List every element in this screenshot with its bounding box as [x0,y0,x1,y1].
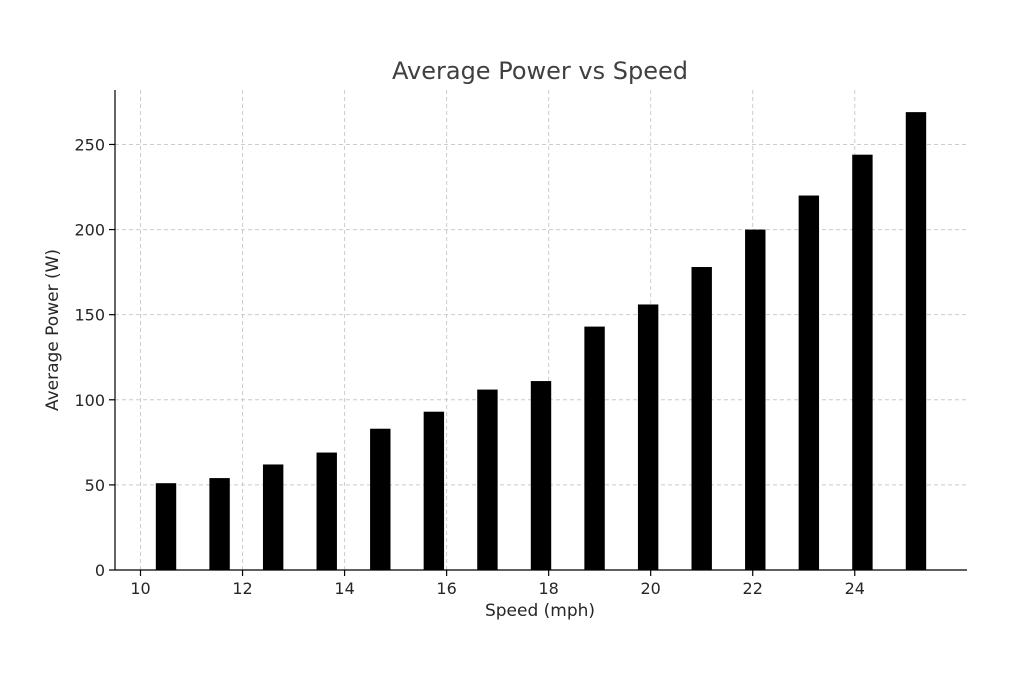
axes [114,90,967,571]
y-tick-label: 50 [85,476,105,495]
x-tick-label: 20 [641,579,661,598]
x-tick-label: 22 [743,579,763,598]
bar-7 [530,381,552,570]
bar-13 [852,154,873,570]
x-tick-label: 14 [334,579,354,598]
bar-10 [691,267,712,570]
bar-4 [370,428,391,570]
bar-8 [584,326,605,570]
chart-title: Average Power vs Speed [392,57,688,85]
bar-5 [423,411,445,570]
x-axis-label: Speed (mph) [485,601,595,621]
bar-12 [798,195,820,570]
bar-11 [745,229,766,570]
bar-9 [637,304,659,570]
x-tick-label: 24 [845,579,865,598]
x-tick-label: 12 [232,579,252,598]
bar-14 [905,112,927,571]
x-tick-label: 16 [436,579,456,598]
bar-0 [155,483,177,570]
x-tick-label: 18 [538,579,558,598]
y-tick-label: 100 [74,391,105,410]
bar-6 [477,389,498,570]
y-tick-label: 250 [74,135,105,154]
y-tick-label: 150 [74,306,105,325]
y-axis-label: Average Power (W) [43,249,63,411]
x-tick-label: 10 [130,579,150,598]
y-tick-label: 200 [74,221,105,240]
bars [155,112,927,571]
bar-3 [316,452,337,570]
bar-2 [262,464,284,570]
y-tick-label: 0 [95,561,105,580]
ticks: 10 12 14 16 18 20 22 24 0 50 100 150 200 250 [74,135,864,598]
bar-1 [209,478,230,570]
